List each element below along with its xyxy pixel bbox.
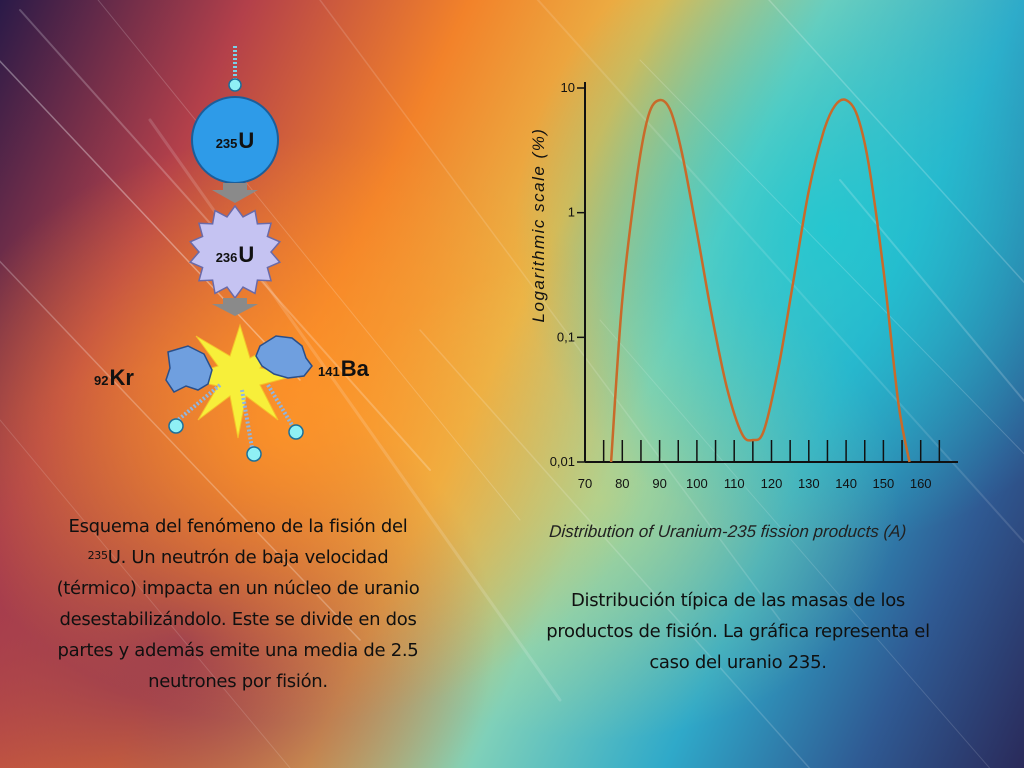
chart-caption: Distribución típica de las masas de los … [546, 590, 930, 673]
y-tick-label: 0,1 [557, 329, 575, 344]
x-tick-label: 70 [578, 476, 592, 491]
uranium-236-nucleus: 236U [188, 204, 282, 300]
u236-mass: 236 [216, 250, 238, 265]
y-tick-label: 0,01 [550, 454, 575, 469]
u236-symbol: U [238, 242, 254, 267]
x-tick-label: 150 [873, 476, 895, 491]
svg-text:236U: 236U [216, 242, 255, 267]
barium-fragment [255, 335, 313, 379]
x-tick-label: 110 [724, 476, 745, 491]
x-axis-title: Distribution of Uranium-235 fission prod… [549, 522, 907, 541]
y-tick-label: 10 [561, 80, 575, 95]
x-tick-label: 80 [615, 476, 629, 491]
x-axis-ticks: 70 80 90 100 110 120 130 140 150 160 [578, 440, 941, 491]
x-tick-label: 130 [798, 476, 820, 491]
u235-symbol: U [238, 128, 254, 153]
fission-diagram: 235U 236U 92Kr 141Ba [94, 46, 370, 462]
incoming-neutron [228, 46, 242, 92]
uranium-235-nucleus: 235U [191, 96, 279, 184]
down-arrow-icon [212, 183, 258, 203]
caption-left-superscript: 235 [87, 549, 108, 562]
x-tick-label: 160 [910, 476, 932, 491]
svg-text:141Ba: 141Ba [318, 356, 370, 381]
caption-left-part2: U. Un neutrón de baja velocidad (térmico… [56, 547, 420, 692]
kr-symbol: Kr [109, 365, 134, 390]
ba-mass: 141 [318, 364, 340, 379]
emitted-neutrons [168, 383, 304, 462]
x-tick-label: 120 [761, 476, 783, 491]
y-axis-title: Logarithmic scale (%) [529, 128, 548, 323]
x-tick-label: 140 [835, 476, 857, 491]
ba-symbol: Ba [341, 356, 370, 381]
x-tick-label: 100 [686, 476, 708, 491]
kr-mass: 92 [94, 373, 108, 388]
distribution-curve [609, 98, 911, 463]
u235-mass: 235 [216, 136, 238, 151]
diagram-caption: Esquema del fenómeno de la fisión del 23… [52, 511, 424, 697]
y-tick-label: 1 [568, 205, 575, 220]
svg-text:235U: 235U [216, 128, 255, 153]
svg-text:92Kr: 92Kr [94, 365, 134, 390]
down-arrow-icon [212, 298, 258, 316]
y-axis-ticks: 0,01 0,1 1 10 [550, 80, 585, 469]
krypton-fragment [165, 345, 213, 393]
caption-left-part1: Esquema del fenómeno de la fisión del [68, 516, 408, 537]
x-tick-label: 90 [652, 476, 666, 491]
